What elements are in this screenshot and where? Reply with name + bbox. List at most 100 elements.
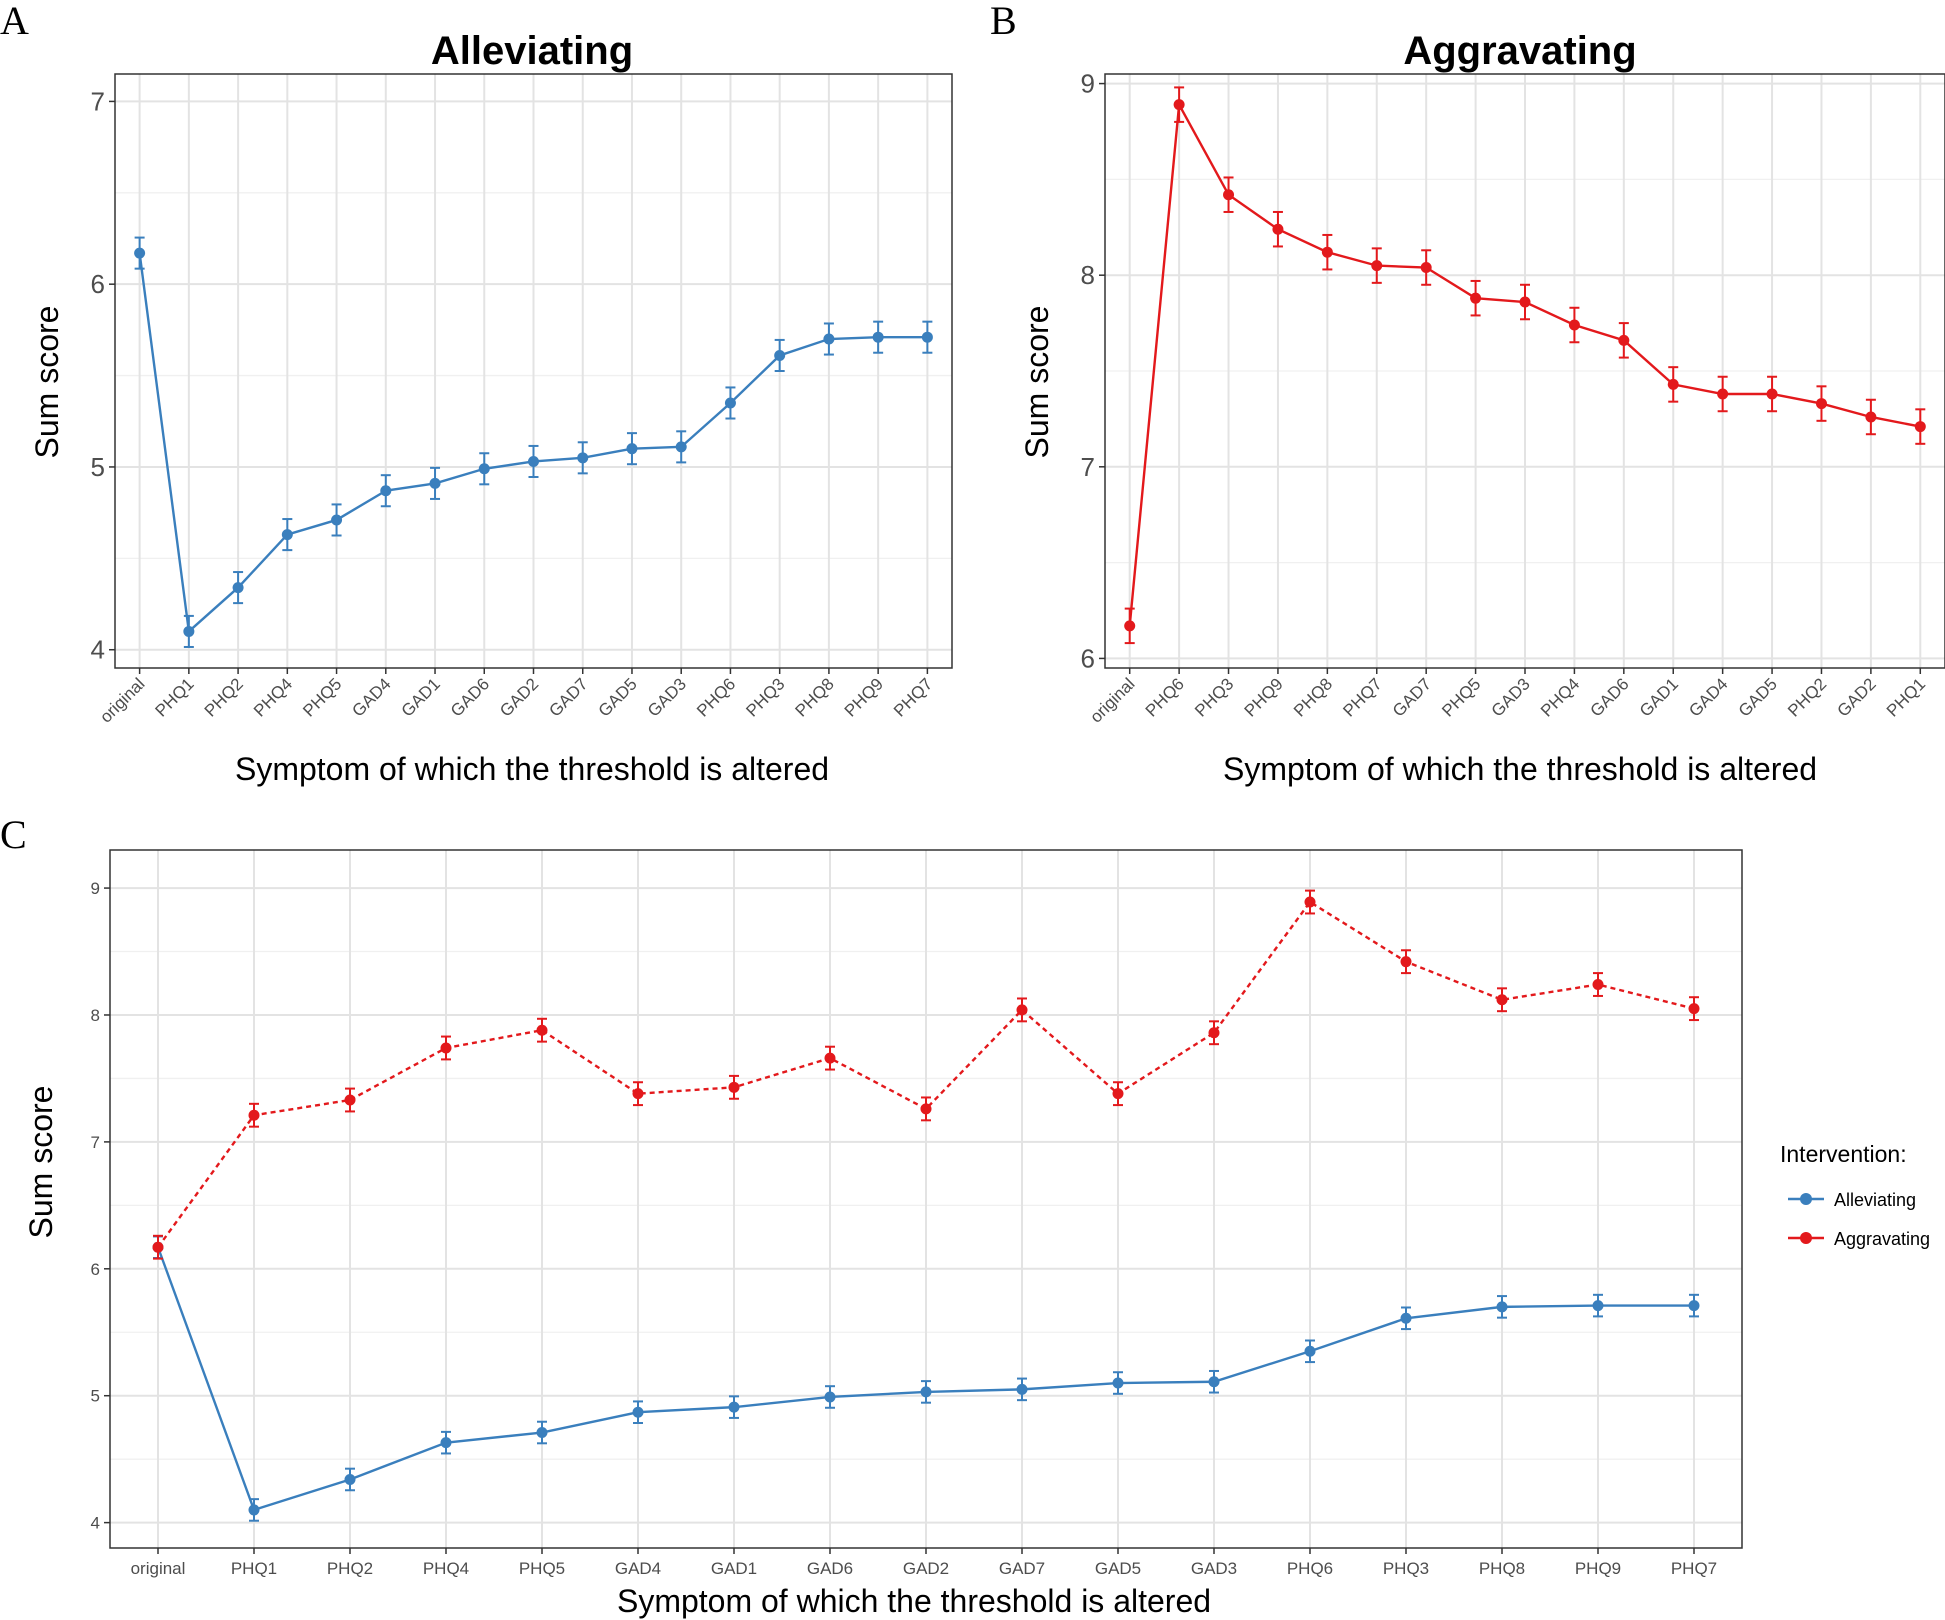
x-tick-label: PHQ2 (1784, 674, 1830, 720)
data-point-alleviating (724, 397, 736, 409)
data-point-aggravating (1223, 189, 1235, 201)
y-tick-label: 6 (1081, 643, 1095, 673)
legend-title: Intervention: (1780, 1141, 1907, 1167)
panel-tag-a: A (0, 0, 29, 43)
x-tick-label: PHQ4 (250, 674, 296, 720)
legend-label-aggravating: Aggravating (1834, 1229, 1930, 1249)
panel-a-ylabel: Sum score (29, 306, 65, 459)
data-point-alleviating (281, 529, 293, 541)
data-point-alleviating (380, 485, 392, 497)
y-tick-label: 8 (1081, 260, 1095, 290)
data-point-aggravating (440, 1042, 452, 1054)
data-point-alleviating (1304, 1345, 1316, 1357)
y-tick-label: 7 (91, 1133, 100, 1152)
y-tick-label: 7 (91, 86, 105, 116)
x-tick-label: PHQ2 (327, 1559, 373, 1578)
legend-label-alleviating: Alleviating (1834, 1190, 1916, 1210)
data-point-alleviating (1208, 1376, 1220, 1388)
panel-c-plot-area: 4 5 6 7 8 9 original PHQ1 PHQ2 PHQ4 PHQ5 GAD4 GAD1 GA… (91, 849, 1743, 1578)
x-tick-label: PHQ3 (1383, 1559, 1429, 1578)
x-tick-label: PHQ9 (1241, 674, 1287, 720)
y-tick-label: 6 (91, 1260, 100, 1279)
data-point-aggravating (248, 1109, 260, 1121)
panel-tag-b: B (990, 0, 1017, 43)
x-tick-label: GAD3 (644, 674, 690, 720)
x-tick-label: GAD7 (545, 674, 591, 720)
data-point-alleviating (1688, 1300, 1700, 1312)
data-point-aggravating (728, 1081, 740, 1093)
panel-a-chart: 4 5 6 7 original PHQ1 PHQ2 PHQ4 PHQ5 GAD4 GAD1 GAD6… (0, 0, 953, 787)
data-point-aggravating (152, 1241, 164, 1253)
x-tick-label: GAD6 (1586, 674, 1632, 720)
x-tick-label: GAD7 (1389, 674, 1435, 720)
y-tick-label: 5 (91, 452, 105, 482)
panel-b-chart: 6 7 8 9 original PHQ6 PHQ3 PHQ9 PHQ8 PHQ7 GAD7 PHQ5… (990, 0, 1945, 787)
panel-a-xlabel: Symptom of which the threshold is altere… (235, 751, 829, 787)
y-tick-label: 6 (91, 269, 105, 299)
data-point-alleviating (183, 625, 195, 637)
data-point-alleviating (344, 1473, 356, 1485)
data-point-aggravating (1304, 896, 1316, 908)
x-tick-label: PHQ9 (1575, 1559, 1621, 1578)
data-point-alleviating (626, 443, 638, 455)
x-tick-label: GAD1 (1636, 674, 1682, 720)
x-tick-label: PHQ8 (1479, 1559, 1525, 1578)
data-point-alleviating (429, 477, 441, 489)
data-point-alleviating (1496, 1301, 1508, 1313)
panel-a-title: Alleviating (431, 29, 633, 73)
data-point-alleviating (528, 455, 539, 467)
x-tick-label: PHQ9 (841, 674, 887, 720)
data-point-alleviating (536, 1427, 548, 1439)
x-tick-label: GAD2 (496, 674, 542, 720)
x-tick-label: GAD6 (447, 674, 493, 720)
x-tick-label: PHQ4 (1537, 674, 1583, 720)
panel-b-xlabel: Symptom of which the threshold is altere… (1223, 751, 1817, 787)
x-tick-label: PHQ6 (1142, 674, 1188, 720)
y-tick-label: 4 (91, 635, 105, 665)
data-point-alleviating (728, 1401, 740, 1413)
data-point-alleviating (232, 582, 244, 594)
data-point-alleviating (921, 331, 933, 343)
data-point-alleviating (632, 1406, 644, 1418)
x-tick-label: GAD5 (1095, 1559, 1141, 1578)
panel-c-ylabel: Sum score (23, 1086, 59, 1239)
panel-tag-c: C (0, 812, 27, 857)
data-point-aggravating (1470, 292, 1482, 304)
x-tick-label: GAD2 (903, 1559, 949, 1578)
x-tick-label: GAD5 (595, 674, 641, 720)
data-point-alleviating (823, 333, 835, 345)
data-point-aggravating (1717, 388, 1729, 400)
panel-b-ylabel: Sum score (1019, 306, 1055, 459)
data-point-alleviating (1400, 1312, 1412, 1324)
data-point-aggravating (1519, 296, 1531, 308)
x-tick-label: GAD7 (999, 1559, 1045, 1578)
data-point-aggravating (1208, 1027, 1220, 1039)
x-tick-label: GAD1 (711, 1559, 757, 1578)
data-point-aggravating (344, 1094, 356, 1106)
x-tick-label: original (96, 674, 148, 726)
data-point-aggravating (1371, 260, 1383, 272)
x-tick-label: PHQ7 (1671, 1559, 1717, 1578)
panel-c-xlabel: Symptom of which the threshold is altere… (617, 1583, 1211, 1619)
x-tick-label: GAD4 (348, 674, 394, 720)
y-tick-label: 5 (91, 1387, 100, 1406)
data-point-alleviating (872, 331, 884, 343)
x-tick-label: PHQ1 (231, 1559, 277, 1578)
x-tick-label: GAD3 (1191, 1559, 1237, 1578)
data-point-aggravating (1865, 411, 1877, 423)
data-point-aggravating (824, 1052, 836, 1064)
x-tick-label: PHQ8 (1290, 674, 1336, 720)
data-point-alleviating (331, 514, 343, 526)
x-tick-label: PHQ6 (693, 674, 739, 720)
x-tick-label: PHQ6 (1287, 1559, 1333, 1578)
data-point-alleviating (440, 1437, 452, 1449)
x-tick-label: PHQ5 (299, 674, 345, 720)
data-point-aggravating (1400, 956, 1412, 968)
data-point-alleviating (134, 247, 146, 259)
panel-b-title: Aggravating (1403, 29, 1636, 73)
x-tick-label: GAD2 (1834, 674, 1880, 720)
data-point-alleviating (824, 1391, 836, 1403)
y-tick-label: 4 (91, 1514, 100, 1533)
data-point-aggravating (920, 1103, 932, 1115)
x-tick-label: PHQ1 (1883, 674, 1929, 720)
